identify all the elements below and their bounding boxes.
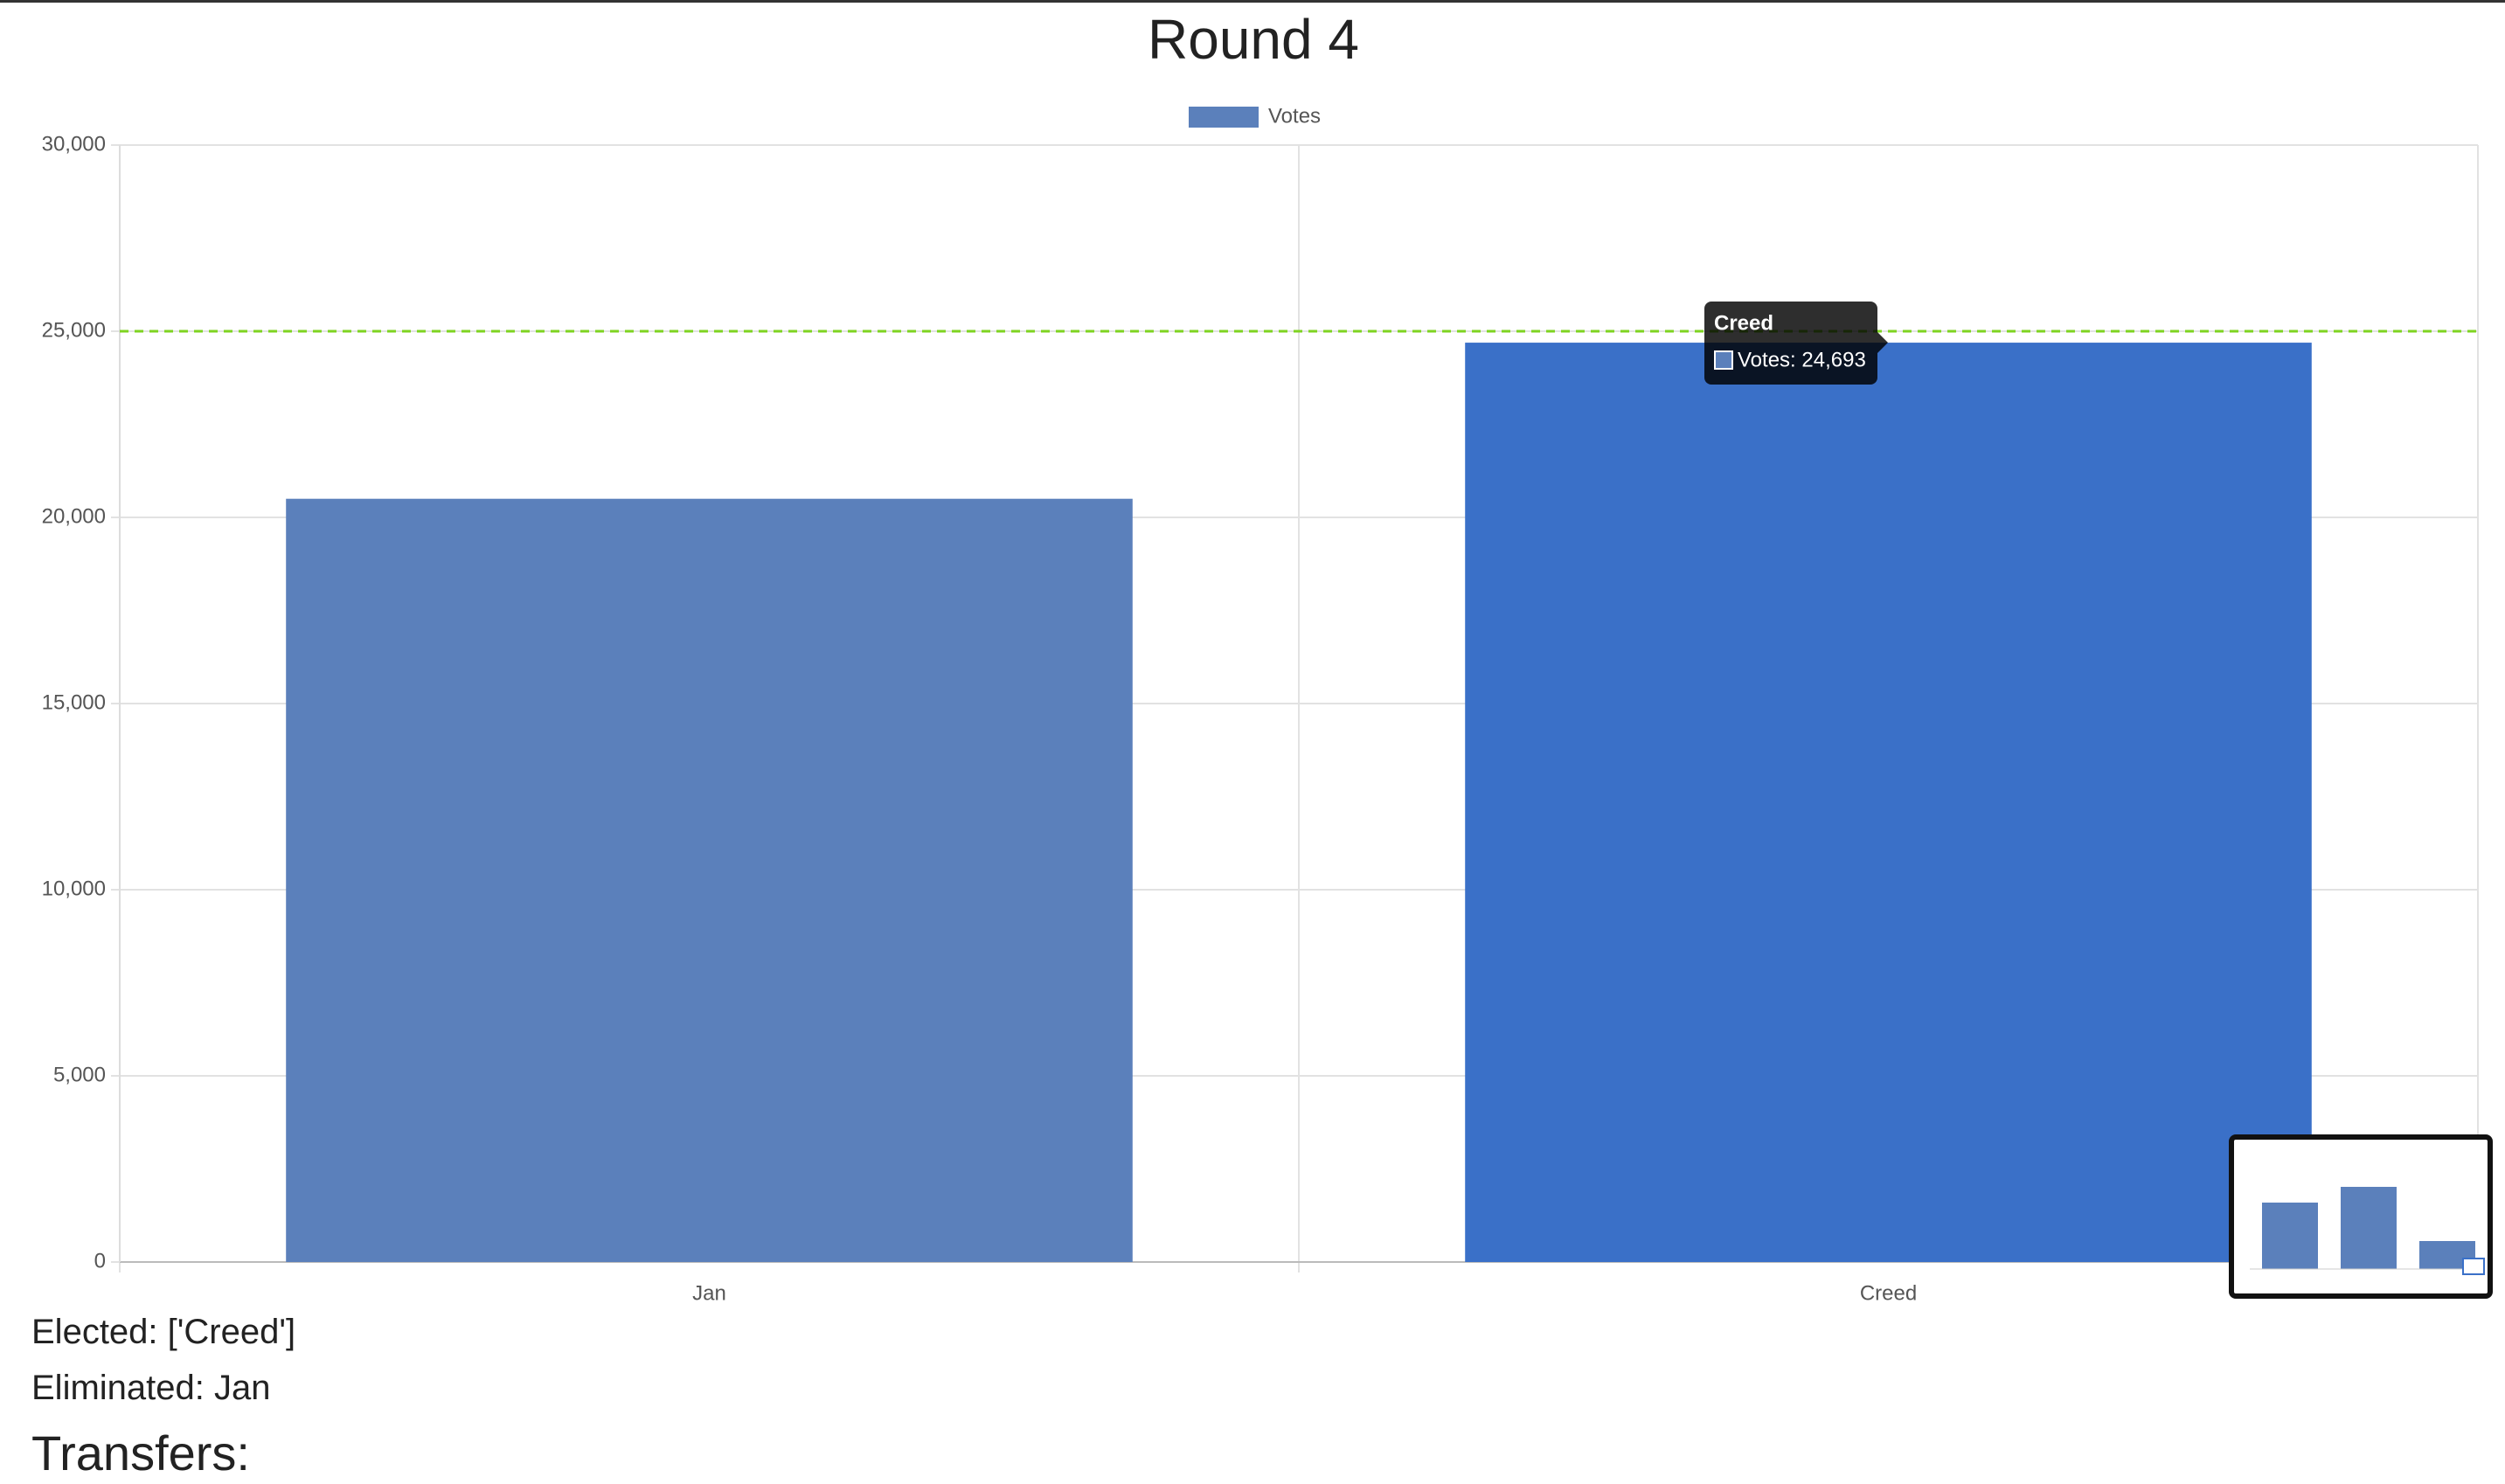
tooltip-swatch <box>1714 350 1733 370</box>
thumb-icon <box>2462 1258 2485 1275</box>
legend-label: Votes <box>1268 104 1321 128</box>
y-tick-label: 15,000 <box>42 690 106 714</box>
y-tick-label: 10,000 <box>42 877 106 900</box>
y-tick-label: 0 <box>94 1249 106 1272</box>
y-tick-label: 30,000 <box>42 132 106 156</box>
x-tick-label: Jan <box>692 1281 726 1305</box>
chart-title: Round 4 <box>1148 8 1359 71</box>
thumbnail-preview[interactable] <box>2229 1134 2493 1299</box>
tooltip-caret <box>1877 332 1888 353</box>
transfers-heading: Transfers: <box>31 1425 250 1481</box>
y-tick-label: 5,000 <box>53 1063 106 1086</box>
legend-swatch <box>1189 107 1259 128</box>
y-tick-label: 20,000 <box>42 504 106 528</box>
elected-text: Elected: ['Creed'] <box>31 1313 296 1351</box>
bar <box>286 498 1133 1262</box>
tooltip-title: Creed <box>1714 311 1773 335</box>
thumbnail-chart <box>2250 1187 2485 1275</box>
y-tick-label: 25,000 <box>42 318 106 342</box>
thumb-bar <box>2341 1187 2397 1269</box>
tooltip-label: Votes: 24,693 <box>1738 348 1866 371</box>
x-tick-label: Creed <box>1860 1281 1917 1305</box>
thumb-bar <box>2262 1203 2318 1269</box>
bar <box>1465 343 2312 1263</box>
tooltip-box <box>1704 302 1877 385</box>
chart: Round 4 0 5,000 10,000 15,000 20,000 25,000 30… <box>42 8 2479 1305</box>
eliminated-text: Eliminated: Jan <box>31 1369 271 1407</box>
top-border <box>0 0 2505 3</box>
